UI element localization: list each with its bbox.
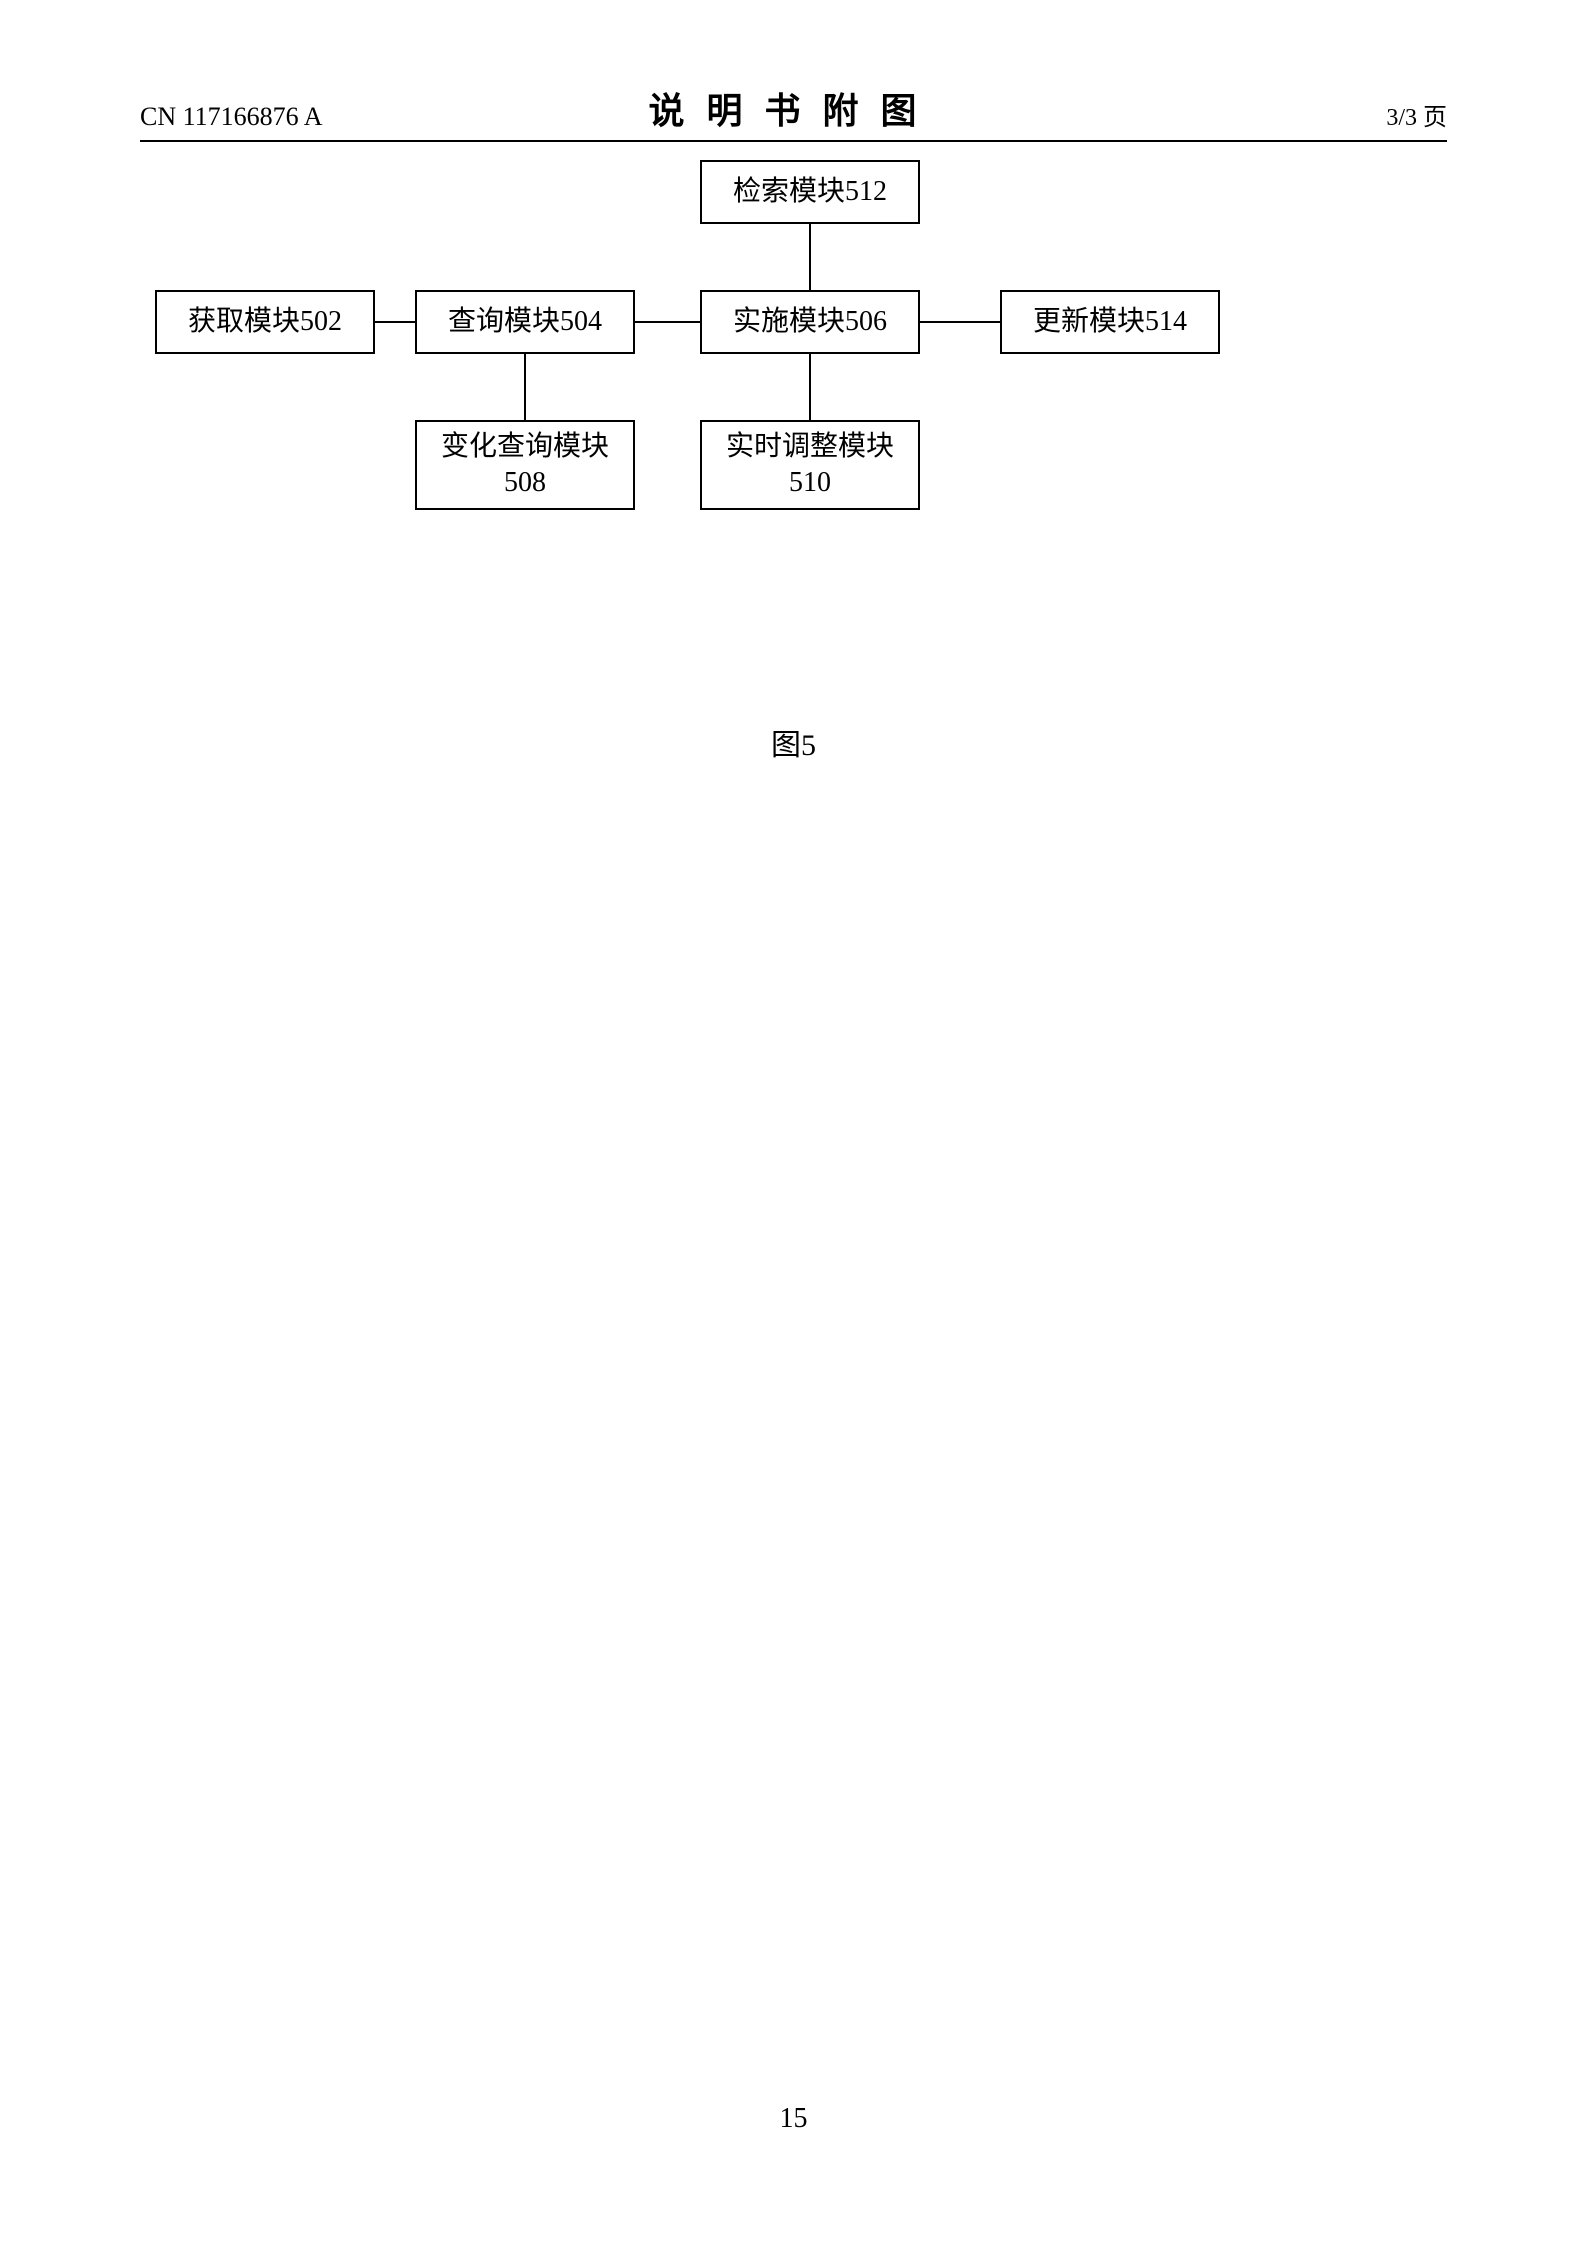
node-n512: 检索模块512: [700, 160, 920, 224]
node-n510: 实时调整模块 510: [700, 420, 920, 510]
edge-n512-n506: [809, 224, 811, 290]
page: CN 117166876 A 说明书附图 3/3 页 获取模块502 查询模块50…: [0, 0, 1587, 2245]
node-n514: 更新模块514: [1000, 290, 1220, 354]
node-label: 检索模块512: [733, 174, 887, 210]
edge-n504-n508: [524, 354, 526, 420]
node-label: 变化查询模块 508: [441, 429, 609, 502]
node-n506: 实施模块506: [700, 290, 920, 354]
page-header: CN 117166876 A 说明书附图 3/3 页: [140, 92, 1447, 142]
node-n504: 查询模块504: [415, 290, 635, 354]
edge-n506-n510: [809, 354, 811, 420]
node-label: 实施模块506: [733, 304, 887, 340]
figure-caption: 图5: [0, 720, 1587, 764]
node-label: 实时调整模块 510: [726, 429, 894, 502]
page-number: 15: [0, 2103, 1587, 2135]
node-label: 获取模块502: [188, 304, 342, 340]
node-label: 查询模块504: [448, 304, 602, 340]
edge-n506-n514: [920, 321, 1000, 323]
edge-n502-n504: [375, 321, 415, 323]
edge-n504-n506: [635, 321, 700, 323]
node-n508: 变化查询模块 508: [415, 420, 635, 510]
node-n502: 获取模块502: [155, 290, 375, 354]
page-title: 说明书附图: [140, 82, 1447, 134]
node-label: 更新模块514: [1033, 304, 1187, 340]
page-indicator: 3/3 页: [1386, 97, 1447, 132]
flowchart-diagram: 获取模块502 查询模块504 实施模块506 检索模块512 更新模块514 变化查询模…: [0, 150, 1587, 570]
